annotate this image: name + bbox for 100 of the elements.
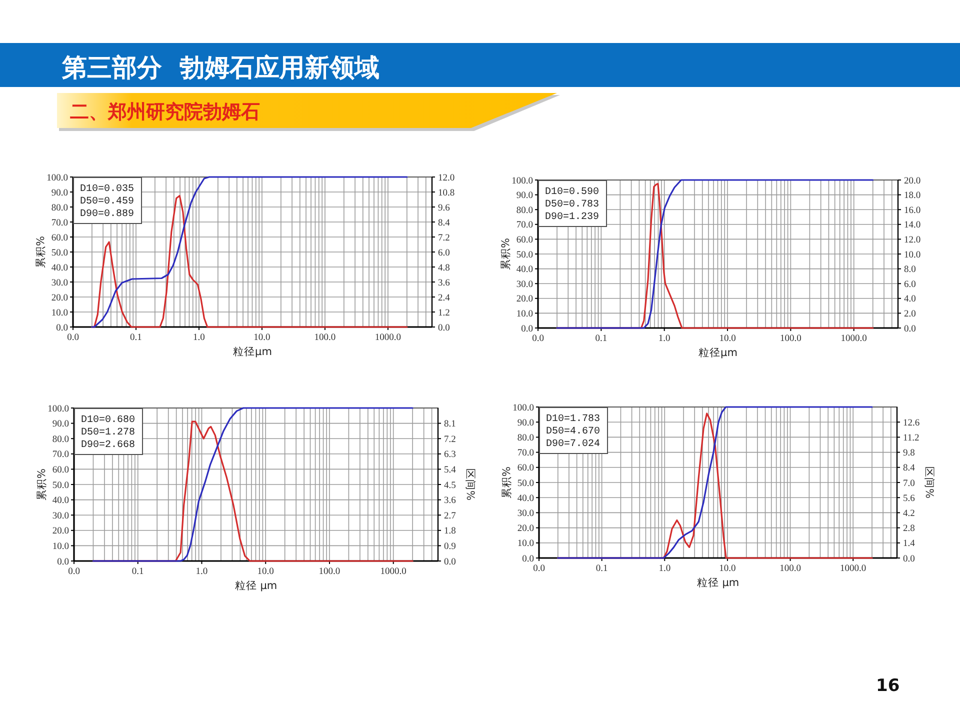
y2tick-label: 3.6 (438, 278, 450, 288)
ytick-label: 10.0 (51, 308, 68, 318)
ytick-label: 80.0 (51, 203, 68, 214)
ylabel: 累积% (501, 466, 513, 498)
ytick-label: 60.0 (516, 236, 533, 246)
ytick-label: 10.0 (52, 542, 69, 552)
ytick-label: 40.0 (52, 496, 69, 506)
annotation: D50=0.459 (80, 196, 134, 208)
ylabel: 累积% (36, 468, 48, 500)
ytick-label: 60.0 (517, 464, 534, 474)
ytick-label: 20.0 (51, 293, 68, 304)
annotation: D90=7.024 (546, 439, 600, 450)
y2tick-label: 0.0 (903, 554, 915, 564)
xtick-label: 100.0 (780, 564, 801, 574)
y2tick-label: 6.0 (904, 280, 916, 290)
ytick-label: 40.0 (516, 265, 533, 276)
xtick-label: 1.0 (193, 333, 205, 343)
xtick-label: 1000.0 (840, 334, 867, 344)
xtick-label: 1.0 (196, 567, 208, 577)
ytick-label: 20.0 (516, 294, 533, 305)
ytick-label: 50.0 (52, 480, 69, 491)
y2tick-label: 2.0 (904, 310, 916, 320)
y2tick-label: 2.4 (438, 293, 450, 304)
y2tick-label: 3.6 (444, 496, 456, 506)
y2tick-label: 6.3 (444, 450, 456, 460)
y2tick-label: 6.0 (438, 248, 450, 258)
y2tick-label: 12.6 (903, 418, 920, 428)
xlabel: 粒径μm (698, 347, 738, 359)
y2tick-label: 0.0 (438, 323, 450, 334)
xtick-label: 1.0 (658, 564, 671, 574)
ytick-label: 30.0 (52, 511, 69, 522)
ytick-label: 30.0 (516, 280, 533, 290)
xtick-label: 0.1 (596, 564, 608, 574)
xtick-label: 1.0 (658, 334, 670, 344)
y2tick-label: 7.2 (438, 233, 450, 244)
y2tick-label: 12.0 (904, 236, 921, 246)
annotation: D10=1.783 (546, 414, 600, 425)
y2tick-label: 10.8 (438, 188, 455, 198)
ytick-label: 70.0 (51, 218, 68, 228)
y2tick-label: 5.4 (444, 466, 456, 476)
annotation: D50=4.670 (546, 426, 600, 438)
xtick-label: 0.0 (67, 333, 79, 343)
xlabel: 粒径 μm (234, 580, 278, 592)
xtick-label: 0.0 (68, 567, 80, 577)
y2tick-label: 11.2 (903, 434, 920, 444)
y2tick-label: 2.7 (444, 511, 456, 522)
xtick-label: 1000.0 (840, 564, 866, 574)
xtick-label: 100.0 (318, 567, 340, 577)
y2tick-label: 18.0 (904, 191, 921, 202)
ytick-label: 80.0 (517, 434, 534, 444)
xtick-label: 0.0 (532, 334, 544, 344)
xtick-label: 10.0 (719, 564, 736, 574)
ytick-label: 70.0 (517, 448, 534, 459)
ytick-label: 70.0 (52, 450, 69, 460)
y2tick-label: 20.0 (904, 176, 921, 186)
ylabel: 累积% (35, 236, 47, 268)
xtick-label: 0.1 (132, 567, 144, 577)
y2tick-label: 10.0 (904, 250, 921, 260)
y2tick-label: 0.0 (904, 324, 916, 334)
y2tick-label: 8.0 (904, 265, 916, 276)
ytick-label: 100.0 (48, 404, 69, 414)
y2tick-label: 7.0 (903, 478, 915, 489)
y2tick-label: 1.8 (444, 526, 456, 537)
ytick-label: 40.0 (517, 494, 534, 504)
annotation: D10=0.590 (545, 187, 600, 198)
annotation: D90=2.668 (81, 440, 136, 451)
ytick-label: 30.0 (517, 509, 534, 519)
y2tick-label: 9.6 (438, 203, 450, 214)
xtick-label: 10.0 (257, 567, 274, 577)
ytick-label: 90.0 (51, 188, 68, 198)
ytick-label: 90.0 (516, 191, 533, 202)
annotation: 16 (876, 676, 900, 696)
ytick-label: 30.0 (51, 278, 68, 288)
ytick-label: 0.0 (56, 323, 68, 334)
annotation: D50=1.278 (81, 428, 136, 438)
ytick-label: 0.0 (521, 324, 533, 334)
annotation: D10=0.680 (81, 415, 136, 426)
y2label: 区间% (464, 468, 476, 500)
y2tick-label: 0.0 (444, 557, 456, 568)
y2tick-label: 1.4 (903, 539, 915, 550)
ytick-label: 60.0 (52, 466, 69, 476)
ytick-label: 100.0 (46, 173, 68, 184)
annotation: D90=0.889 (80, 209, 134, 220)
y2tick-label: 4.2 (903, 509, 915, 519)
ytick-label: 60.0 (51, 233, 68, 244)
xtick-label: 1000.0 (380, 567, 406, 577)
xlabel: 粒径 μm (696, 577, 740, 589)
ytick-label: 50.0 (516, 250, 533, 260)
y2tick-label: 4.8 (438, 263, 450, 274)
y2label: 区间% (923, 466, 935, 498)
y2tick-label: 4.0 (904, 294, 916, 305)
annotation: D90=1.239 (545, 212, 600, 223)
y2tick-label: 12.0 (438, 173, 455, 184)
y2tick-label: 14.0 (904, 220, 921, 231)
ytick-label: 20.0 (517, 524, 534, 534)
y2tick-label: 8.4 (438, 218, 450, 228)
ytick-label: 80.0 (52, 434, 69, 445)
ytick-label: 70.0 (516, 220, 533, 231)
ytick-label: 90.0 (52, 420, 69, 430)
ytick-label: 40.0 (51, 263, 68, 274)
